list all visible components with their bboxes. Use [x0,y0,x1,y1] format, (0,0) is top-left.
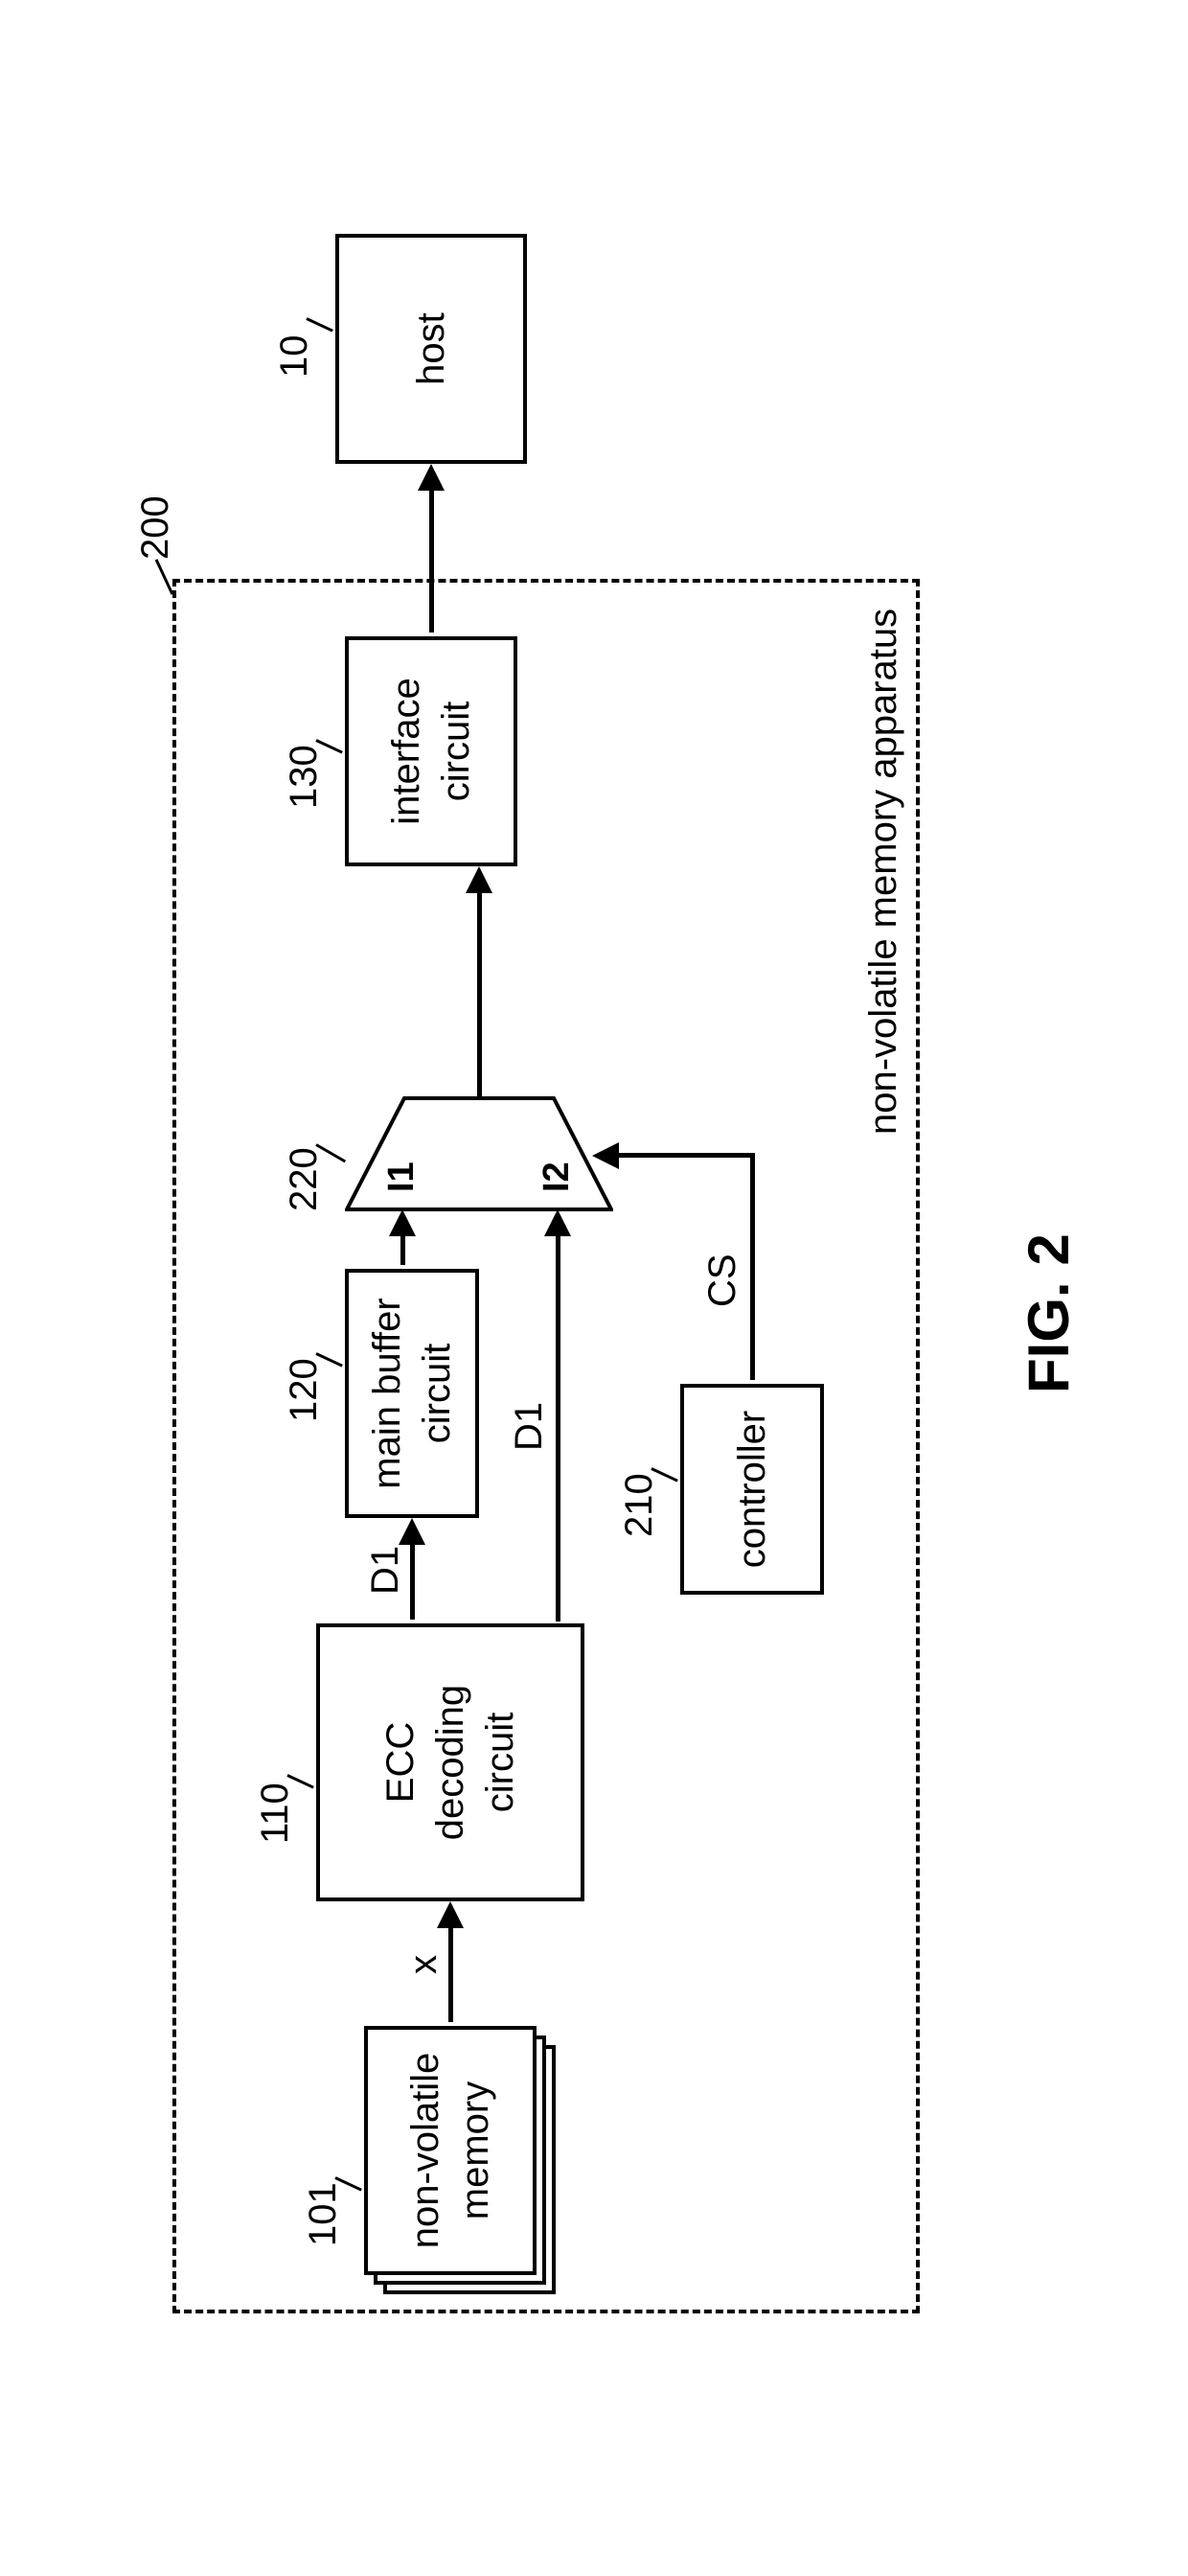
container-label: non-volatile memory apparatus [862,609,905,1135]
buffer-num: 120 [283,1358,326,1422]
figure-title: FIG. 2 [1016,1233,1082,1393]
arrowhead-nvm-ecc [437,1901,464,1928]
arrow-nvm-ecc [448,1926,453,2022]
arrow-buffer-mux [400,1234,405,1265]
signal-d1-top: D1 [364,1546,407,1595]
nvm-label: non-volatile memory [400,2053,500,2249]
arrow-ctrl-h [750,1154,755,1380]
controller-num: 210 [618,1473,661,1537]
arrow-mux-if [477,891,482,1096]
arrow-ecc-down [556,1234,560,1622]
ecc-block: ECC decoding circuit [316,1623,584,1901]
signal-d1-bottom: D1 [508,1402,551,1451]
mux-block [345,1096,613,1211]
mux-i2: I2 [537,1162,578,1192]
arrowhead-ecc-buffer [399,1518,425,1545]
host-num: 10 [273,335,316,379]
buffer-label: main buffer circuit [362,1298,462,1488]
arrowhead-mux-if [466,866,492,893]
ecc-num: 110 [254,1782,297,1844]
nvm-num: 101 [302,2182,345,2246]
arrow-ecc-buffer [410,1543,415,1620]
host-label: host [406,312,456,385]
arrowhead-ctrl-mux [592,1142,619,1169]
diagram-canvas: 200 non-volatile memory apparatus non-vo… [67,138,1121,2438]
signal-x: x [402,1955,446,1974]
arrowhead-buffer-mux [389,1209,416,1236]
arrow-ctrl-v [615,1153,755,1158]
container-num: 200 [134,495,177,560]
mux-i1: I1 [381,1162,423,1192]
leader-200 [155,559,174,595]
interface-num: 130 [283,745,326,809]
ecc-label: ECC decoding circuit [376,1685,525,1840]
interface-block: interface circuit [345,636,517,866]
arrow-if-host [429,489,434,632]
mux-num: 220 [283,1147,326,1211]
buffer-block: main buffer circuit [345,1269,479,1518]
arrowhead-if-host [418,464,445,491]
interface-label: interface circuit [381,678,481,824]
leader-10 [306,317,332,332]
host-block: host [335,234,527,464]
controller-block: controller [680,1384,824,1595]
arrowhead-ecc-mux-i2 [544,1209,571,1236]
controller-label: controller [727,1411,777,1569]
nvm-block: non-volatile memory [364,2026,537,2275]
signal-cs: CS [701,1254,744,1307]
